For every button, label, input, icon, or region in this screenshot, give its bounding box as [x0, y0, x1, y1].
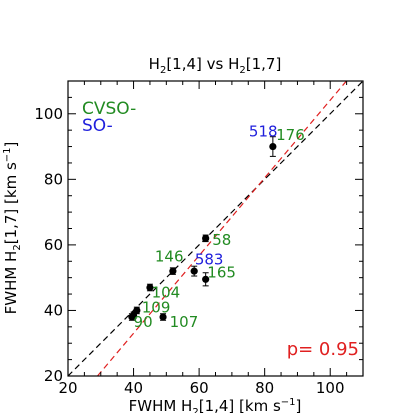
x-tick-label: 100 [316, 379, 345, 397]
point-marker [202, 234, 210, 242]
data-points [128, 136, 277, 321]
x-axis-label: FWHM H2[1,4] [km s−1] [129, 397, 302, 413]
chart-title: H2[1,4] vs H2[1,7] [149, 55, 282, 76]
point-label: 109 [142, 299, 171, 317]
point-marker [146, 283, 154, 292]
axis-ticks: 20 40 60 80 100 20 40 60 80 100 [34, 80, 364, 397]
y-tick-label: 20 [44, 367, 63, 385]
data-point [159, 313, 167, 321]
data-point [202, 234, 210, 243]
point-label: 518 [249, 123, 278, 141]
legend-entry-so: SO- [82, 116, 113, 136]
point-label: 165 [207, 264, 236, 282]
reference-lines [68, 81, 363, 376]
point-label: 176 [276, 126, 305, 144]
point-marker [159, 313, 167, 321]
x-tick-label: 80 [255, 379, 274, 397]
point-label: 90 [134, 313, 153, 331]
data-point [128, 313, 136, 321]
point-label: 107 [170, 313, 199, 331]
y-tick-label: 100 [34, 105, 63, 123]
point-label: 104 [152, 283, 181, 301]
point-marker [202, 275, 210, 283]
point-label: 146 [155, 247, 184, 265]
point-marker [169, 267, 177, 275]
point-marker [190, 267, 198, 275]
point-marker [128, 313, 136, 321]
point-label: 58 [212, 231, 231, 249]
data-point [146, 283, 154, 292]
y-tick-label: 60 [44, 236, 63, 254]
y-tick-label: 80 [44, 170, 63, 188]
point-marker [269, 142, 277, 151]
point-label: 583 [195, 251, 224, 269]
x-tick-label: 40 [124, 379, 143, 397]
x-tick-label: 60 [190, 379, 209, 397]
legend-entry-cvso: CVSO- [82, 99, 136, 119]
data-point [169, 267, 177, 275]
data-point [190, 265, 198, 277]
legend: CVSO- SO- [82, 99, 136, 136]
x-tick-label: 20 [58, 379, 77, 397]
reference-line-1 [97, 81, 348, 376]
data-point [269, 136, 277, 157]
y-axis-label: FWHM H2[1,7] [km s−1] [2, 142, 23, 315]
data-point [202, 272, 210, 287]
y-tick-label: 40 [44, 301, 63, 319]
correlation-label: p= 0.95 [287, 339, 359, 360]
